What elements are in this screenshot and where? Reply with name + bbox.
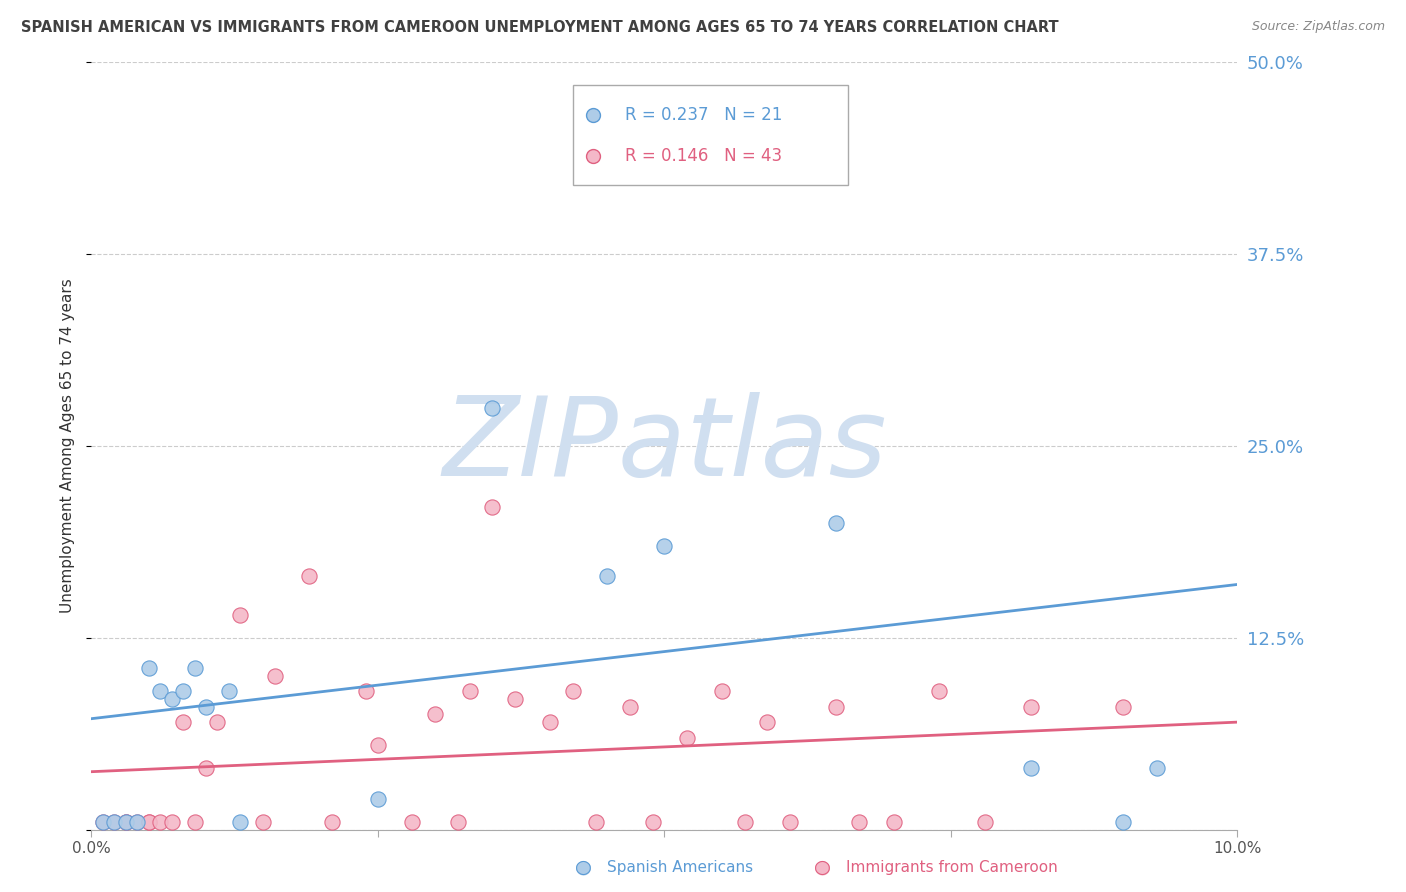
Point bbox=[114, 814, 136, 829]
Point bbox=[229, 814, 252, 829]
Text: SPANISH AMERICAN VS IMMIGRANTS FROM CAMEROON UNEMPLOYMENT AMONG AGES 65 TO 74 YE: SPANISH AMERICAN VS IMMIGRANTS FROM CAME… bbox=[21, 20, 1059, 35]
Point bbox=[1111, 814, 1133, 829]
Point bbox=[183, 814, 205, 829]
Point bbox=[825, 516, 848, 530]
Point bbox=[183, 661, 205, 675]
Point bbox=[756, 715, 779, 730]
Point bbox=[321, 814, 343, 829]
Text: R = 0.237   N = 21: R = 0.237 N = 21 bbox=[626, 105, 783, 124]
FancyBboxPatch shape bbox=[572, 86, 848, 186]
Point bbox=[91, 814, 114, 829]
Point bbox=[229, 607, 252, 622]
Text: Spanish Americans: Spanish Americans bbox=[607, 860, 754, 874]
Point bbox=[481, 500, 503, 515]
Point bbox=[114, 814, 136, 829]
Text: ○: ○ bbox=[575, 857, 592, 877]
Point bbox=[194, 699, 217, 714]
Text: R = 0.146   N = 43: R = 0.146 N = 43 bbox=[626, 147, 783, 165]
Point bbox=[103, 814, 125, 829]
Point bbox=[710, 684, 733, 698]
Point bbox=[194, 761, 217, 775]
Point bbox=[1019, 699, 1042, 714]
Point bbox=[848, 814, 870, 829]
Point bbox=[207, 715, 229, 730]
Point bbox=[138, 814, 160, 829]
Point bbox=[160, 692, 183, 706]
Point bbox=[585, 814, 607, 829]
Point bbox=[447, 814, 470, 829]
Point bbox=[103, 814, 125, 829]
Point bbox=[505, 692, 527, 706]
Point bbox=[928, 684, 950, 698]
Point bbox=[160, 814, 183, 829]
Point bbox=[149, 684, 172, 698]
Point bbox=[356, 684, 378, 698]
Text: ○: ○ bbox=[814, 857, 831, 877]
Point bbox=[882, 814, 904, 829]
Point bbox=[423, 707, 446, 722]
Point bbox=[138, 814, 160, 829]
Point bbox=[641, 814, 664, 829]
Point bbox=[367, 792, 389, 806]
Y-axis label: Unemployment Among Ages 65 to 74 years: Unemployment Among Ages 65 to 74 years bbox=[60, 278, 76, 614]
Point bbox=[1111, 699, 1133, 714]
Point bbox=[91, 814, 114, 829]
Point bbox=[252, 814, 274, 829]
Point bbox=[298, 569, 321, 583]
Point bbox=[263, 669, 285, 683]
Point bbox=[401, 814, 423, 829]
Point bbox=[652, 539, 675, 553]
Point bbox=[172, 715, 194, 730]
Point bbox=[114, 814, 136, 829]
Point bbox=[710, 117, 733, 131]
Point bbox=[127, 814, 149, 829]
Point bbox=[779, 814, 801, 829]
Point bbox=[538, 715, 561, 730]
Point bbox=[481, 401, 503, 415]
Text: ●: ● bbox=[575, 857, 592, 877]
Point bbox=[218, 684, 240, 698]
Point bbox=[149, 814, 172, 829]
Text: Source: ZipAtlas.com: Source: ZipAtlas.com bbox=[1251, 20, 1385, 33]
Point bbox=[734, 814, 756, 829]
Point bbox=[619, 699, 641, 714]
Text: Immigrants from Cameroon: Immigrants from Cameroon bbox=[846, 860, 1059, 874]
Text: ●: ● bbox=[814, 857, 831, 877]
Point bbox=[127, 814, 149, 829]
Point bbox=[367, 738, 389, 752]
Point bbox=[974, 814, 997, 829]
Point bbox=[676, 731, 699, 745]
Point bbox=[1146, 761, 1168, 775]
Point bbox=[172, 684, 194, 698]
Text: ZIPatlas: ZIPatlas bbox=[441, 392, 887, 500]
Point bbox=[138, 661, 160, 675]
Point bbox=[825, 699, 848, 714]
Point bbox=[596, 569, 619, 583]
Point bbox=[458, 684, 481, 698]
Point bbox=[561, 684, 583, 698]
Point bbox=[1019, 761, 1042, 775]
